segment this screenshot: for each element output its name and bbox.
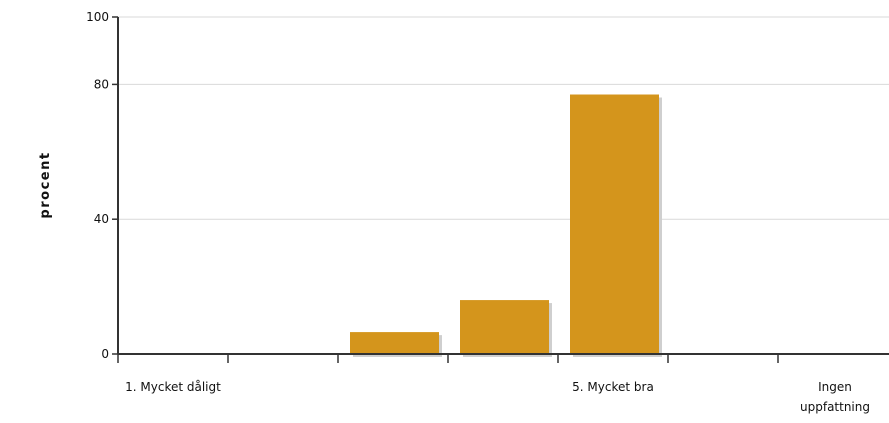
- y-axis-title: procent: [38, 151, 53, 218]
- gridlines: [118, 16, 889, 220]
- y-tick-label: 0: [101, 347, 109, 361]
- bar-3: [350, 332, 439, 354]
- y-tick-label: 40: [94, 212, 109, 226]
- y-tick-label: 80: [94, 77, 109, 91]
- axes: [117, 17, 889, 355]
- x-category-label: Ingen uppfattning: [800, 380, 870, 414]
- x-category-label: 5. Mycket bra: [572, 380, 654, 394]
- x-ticks: 1. Mycket dåligt 5. Mycket bra Ingen uppfat…: [117, 354, 870, 414]
- bar-4: [460, 300, 549, 354]
- y-tick-label: 100: [86, 10, 109, 24]
- bar-5: [570, 94, 659, 354]
- bars: [350, 94, 662, 357]
- x-category-label: 1. Mycket dåligt: [125, 380, 221, 394]
- y-ticks: 0 40 80 100: [86, 10, 118, 361]
